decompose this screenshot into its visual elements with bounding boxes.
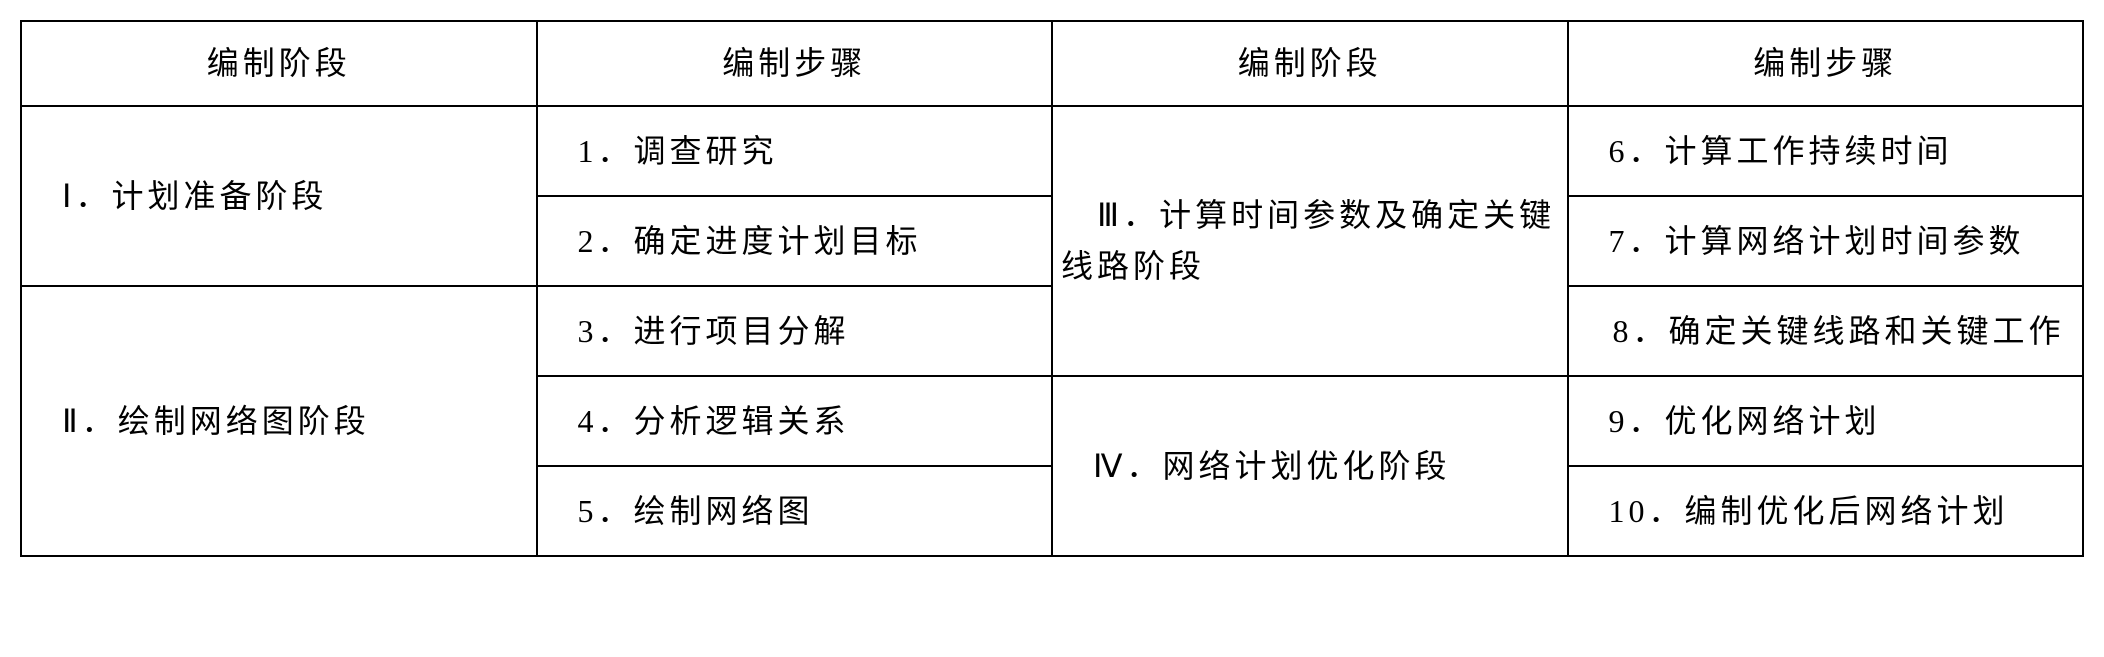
step-6-cell: 6．计算工作持续时间 bbox=[1568, 106, 2084, 196]
header-step-left: 编制步骤 bbox=[537, 21, 1053, 106]
step-4-cell: 4．分析逻辑关系 bbox=[537, 376, 1053, 466]
step-1-cell: 1．调查研究 bbox=[537, 106, 1053, 196]
table-row: Ⅰ．计划准备阶段 1．调查研究 Ⅲ．计算时间参数及确定关键线路阶段 6．计算工作… bbox=[21, 106, 2083, 196]
step-2-cell: 2．确定进度计划目标 bbox=[537, 196, 1053, 286]
step-7-cell: 7．计算网络计划时间参数 bbox=[1568, 196, 2084, 286]
header-phase-right: 编制阶段 bbox=[1052, 21, 1568, 106]
step-9-cell: 9．优化网络计划 bbox=[1568, 376, 2084, 466]
phase-2-cell: Ⅱ．绘制网络图阶段 bbox=[21, 286, 537, 556]
phase-3-cell: Ⅲ．计算时间参数及确定关键线路阶段 bbox=[1052, 106, 1568, 376]
header-step-right: 编制步骤 bbox=[1568, 21, 2084, 106]
header-row: 编制阶段 编制步骤 编制阶段 编制步骤 bbox=[21, 21, 2083, 106]
step-3-cell: 3．进行项目分解 bbox=[537, 286, 1053, 376]
header-phase-left: 编制阶段 bbox=[21, 21, 537, 106]
phase-4-cell: Ⅳ．网络计划优化阶段 bbox=[1052, 376, 1568, 556]
stages-table: 编制阶段 编制步骤 编制阶段 编制步骤 Ⅰ．计划准备阶段 1．调查研究 Ⅲ．计算… bbox=[20, 20, 2084, 557]
step-10-cell: 10．编制优化后网络计划 bbox=[1568, 466, 2084, 556]
step-5-cell: 5．绘制网络图 bbox=[537, 466, 1053, 556]
step-8-cell: 8．确定关键线路和关键工作 bbox=[1568, 286, 2084, 376]
phase-1-cell: Ⅰ．计划准备阶段 bbox=[21, 106, 537, 286]
